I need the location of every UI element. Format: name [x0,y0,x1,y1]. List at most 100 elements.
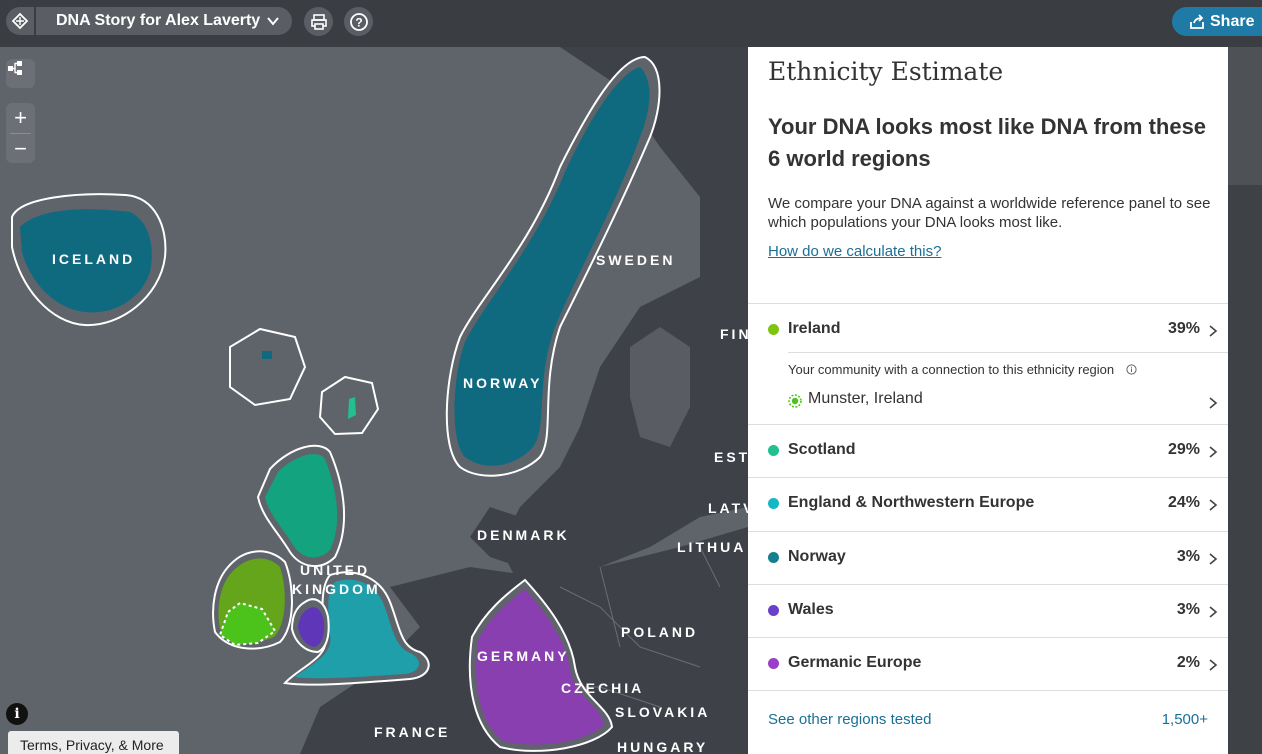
map-label-latvia: LATV [708,500,748,516]
chevron-right-icon [1209,553,1218,565]
map-label-finland: FIN [720,326,748,342]
chevron-down-icon [267,17,279,26]
region-dot [768,658,779,669]
munster-community[interactable] [218,601,277,647]
region-row-wales[interactable]: Wales 3% [748,584,1228,637]
story-nav-icon[interactable] [6,7,34,35]
region-percent: 3% [1176,601,1200,618]
map-label-united: UNITED [300,562,371,578]
germany-region [476,589,604,745]
terms-link[interactable]: Terms, Privacy, & More [8,731,179,754]
chevron-right-icon [1209,606,1218,618]
region-row-ireland[interactable]: Ireland 39% [748,303,1228,356]
iceland-region [20,209,152,313]
ethnicity-panel: Ethnicity Estimate Your DNA looks most l… [748,47,1228,754]
share-button[interactable]: Share [1172,7,1262,36]
map-label-sweden: SWEDEN [596,252,676,268]
zoom-in-button[interactable]: + [14,105,27,130]
top-bar: DNA Story for Alex Laverty ? Share [0,0,1262,47]
region-percent: 24% [1167,494,1200,511]
region-name: Scotland [788,441,856,458]
region-name: Norway [788,548,846,565]
map-label-denmark: DENMARK [477,527,570,543]
region-row-norway[interactable]: Norway 3% [748,531,1228,584]
shetland-outline [318,375,380,436]
panel-heading: Your DNA looks most like DNA from these … [768,114,1207,171]
wales-region [298,607,325,647]
map-label-kingdom: KINGDOM [292,581,381,597]
other-regions-count: 1,500+ [1161,711,1208,728]
region-name: England & Northwestern Europe [788,494,1035,511]
ethnicity-map[interactable]: ICELAND NORWAY SWEDEN FIN EST LATV LITHU… [0,47,748,754]
other-regions-row[interactable]: See other regions tested 1,500+ [748,690,1228,754]
map-canvas [0,47,748,754]
zoom-divider [10,133,31,134]
chevron-right-icon [1209,446,1218,458]
region-percent: 39% [1167,320,1200,337]
scotland-region [265,454,338,558]
community-divider [788,352,1228,353]
region-percent: 2% [1176,654,1200,671]
region-row-germanic-europe[interactable]: Germanic Europe 2% [748,637,1228,690]
region-percent: 29% [1167,441,1200,458]
chevron-right-icon [1209,397,1218,409]
scandinavia-land [500,47,748,607]
map-label-norway: NORWAY [463,375,543,391]
zoom-controls: + − [6,103,35,163]
region-dot [768,605,779,616]
map-label-poland: POLAND [621,624,699,640]
region-row-scotland[interactable]: Scotland 29% [748,424,1228,477]
panel-title: Ethnicity Estimate [768,57,1004,86]
print-icon [310,13,327,30]
region-dot [768,445,779,456]
map-layers-button[interactable] [6,59,35,88]
map-label-lithuania: LITHUA [677,539,747,555]
map-label-germany: GERMANY [477,648,570,664]
network-icon [8,61,22,75]
map-label-france: FRANCE [374,724,451,740]
region-name: Germanic Europe [788,654,922,671]
other-regions-link[interactable]: See other regions tested [768,711,932,728]
chevron-right-icon [1209,659,1218,671]
map-label-hungary: HUNGARY [617,739,709,754]
print-button[interactable] [304,7,333,36]
story-title: DNA Story for Alex Laverty [56,12,261,29]
help-button[interactable]: ? [344,7,373,36]
svg-text:?: ? [355,15,362,29]
community-row[interactable]: Your community with a connection to this… [748,352,1228,425]
share-icon [1190,13,1204,29]
help-icon: ? [349,12,368,31]
community-note: Your community with a connection to this… [788,362,1137,377]
map-label-slovakia: SLOVAKIA [615,704,711,720]
region-dot [768,552,779,563]
region-dot [768,324,779,335]
info-icon[interactable] [1126,364,1137,375]
region-dot [768,498,779,509]
map-info-button[interactable]: i [6,703,28,725]
country-borders [520,546,721,708]
region-row-england[interactable]: England & Northwestern Europe 24% [748,477,1228,530]
shetland-region [348,397,356,419]
england-region [295,579,419,679]
map-label-estonia: EST [714,449,748,465]
community-place: Munster, Ireland [808,390,923,407]
map-edge [1228,47,1262,754]
story-selector-button[interactable]: DNA Story for Alex Laverty [36,7,292,35]
map-label-czechia: CZECHIA [561,680,645,696]
chevron-right-icon [1209,499,1218,511]
map-label-iceland: ICELAND [52,251,136,267]
chevron-right-icon [1209,325,1218,337]
faroe-outline [229,327,307,407]
community-icon [788,394,802,408]
share-label: Share [1210,12,1255,30]
zoom-out-button[interactable]: − [14,136,27,161]
baltic-sea [630,327,690,447]
map-edge-land [1228,185,1262,754]
region-name: Ireland [788,320,841,337]
community-note-text: Your community with a connection to this… [788,362,1115,377]
norway-region [454,67,650,466]
region-name: Wales [788,601,834,618]
faroe-region [262,351,272,359]
how-calculate-link[interactable]: How do we calculate this? [768,243,942,260]
panel-description: We compare your DNA against a worldwide … [768,195,1211,231]
